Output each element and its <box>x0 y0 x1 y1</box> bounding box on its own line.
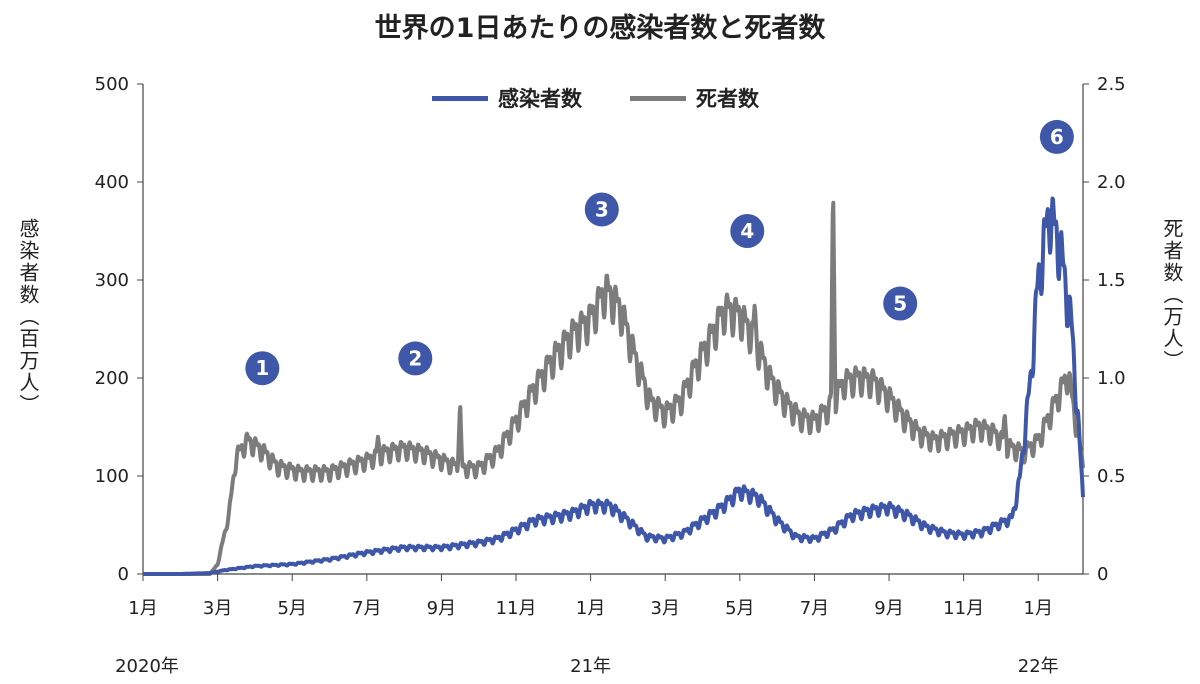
y-right-tick-label: 1.5 <box>1097 270 1126 291</box>
x-tick-label: 1月 <box>576 598 605 619</box>
y-left-tick-label: 300 <box>95 270 129 291</box>
y-left-tick-label: 0 <box>118 564 129 585</box>
chart-title: 世界の1日あたりの感染者数と死者数 <box>374 13 826 44</box>
legend-swatch-infections <box>432 95 488 101</box>
legend-label-deaths: 死者数 <box>696 87 759 111</box>
x-tick-label: 3月 <box>203 598 232 619</box>
annotation-marker <box>398 341 433 376</box>
legend-swatch-deaths <box>630 95 686 101</box>
y-left-tick-label: 200 <box>95 368 129 389</box>
legend: 感染者数 死者数 <box>432 83 795 113</box>
y-right-axis-label: 死者数（万人） <box>1160 218 1184 372</box>
x-tick-label: 11月 <box>943 598 984 619</box>
annotation-marker <box>1039 119 1074 154</box>
x-year-label: 21年 <box>570 656 611 677</box>
y-left-tick-label: 100 <box>95 466 129 487</box>
y-right-tick-label: 0 <box>1097 564 1108 585</box>
annotation-label: 6 <box>1050 125 1064 149</box>
annotation-marker <box>245 351 280 386</box>
y-left-tick-label: 400 <box>95 172 129 193</box>
y-right-tick-label: 2.0 <box>1097 172 1126 193</box>
x-tick-label: 11月 <box>496 598 537 619</box>
x-tick-label: 9月 <box>427 598 456 619</box>
series-line-infections <box>141 196 1085 576</box>
series-line-deaths <box>141 200 1085 576</box>
annotation-label: 1 <box>255 356 269 380</box>
annotation-label: 2 <box>408 346 422 370</box>
y-right-tick-label: 0.5 <box>1097 466 1126 487</box>
legend-item-infections: 感染者数 <box>432 83 582 113</box>
annotation-label: 4 <box>740 219 754 243</box>
annotation-label: 3 <box>595 197 609 221</box>
x-tick-label: 3月 <box>650 598 679 619</box>
x-tick-label: 7月 <box>800 598 829 619</box>
annotation-marker <box>883 286 918 321</box>
annotation-label: 5 <box>893 292 907 316</box>
x-tick-label: 1月 <box>128 598 157 619</box>
x-tick-label: 9月 <box>874 598 903 619</box>
x-tick-label: 7月 <box>352 598 381 619</box>
y-left-tick-label: 500 <box>95 74 129 95</box>
annotation-marker <box>584 192 619 227</box>
x-year-label: 2020年 <box>115 656 179 677</box>
y-right-tick-label: 2.5 <box>1097 74 1126 95</box>
legend-item-deaths: 死者数 <box>630 83 759 113</box>
y-left-axis-label: 感染者数（百万人） <box>16 218 40 416</box>
x-year-label: 22年 <box>1018 656 1059 677</box>
annotation-marker <box>730 214 765 248</box>
y-right-tick-label: 1.0 <box>1097 368 1126 389</box>
legend-label-infections: 感染者数 <box>498 87 582 111</box>
x-tick-label: 5月 <box>277 598 306 619</box>
x-tick-label: 5月 <box>725 598 754 619</box>
x-tick-label: 1月 <box>1024 598 1053 619</box>
